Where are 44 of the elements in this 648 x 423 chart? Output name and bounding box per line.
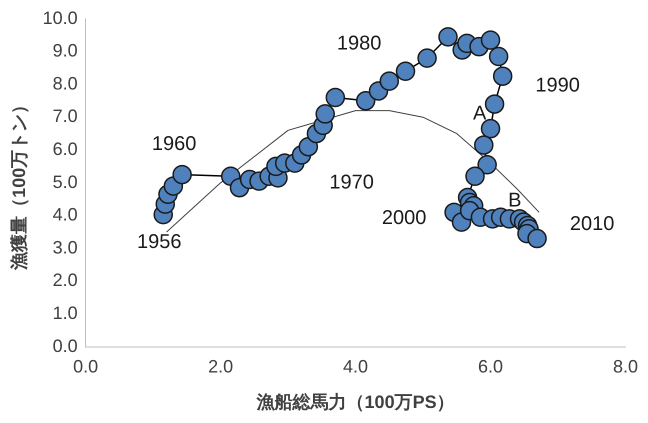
y-tick-label: 1.0 bbox=[52, 302, 78, 323]
point bbox=[484, 94, 504, 114]
annotation: 1980 bbox=[336, 32, 382, 55]
point bbox=[417, 48, 437, 68]
point bbox=[527, 228, 547, 248]
x-tick-label: 6.0 bbox=[478, 356, 504, 377]
point bbox=[480, 118, 500, 138]
point bbox=[465, 166, 485, 186]
point bbox=[474, 135, 494, 155]
point bbox=[172, 164, 192, 184]
point bbox=[326, 88, 346, 108]
x-tick-label: 0.0 bbox=[73, 356, 98, 377]
y-tick-label: 9.0 bbox=[52, 40, 78, 61]
annotation: 1990 bbox=[535, 74, 580, 97]
x-axis-title: 漁船総馬力（100万PS） bbox=[256, 392, 455, 412]
y-tick-label: 8.0 bbox=[52, 73, 78, 94]
y-axis-title: 漁獲量（100万トン） bbox=[8, 96, 29, 271]
annotation: 1960 bbox=[152, 133, 196, 156]
x-tick-label: 4.0 bbox=[343, 356, 368, 377]
annotation: 2010 bbox=[570, 213, 614, 236]
point bbox=[380, 71, 400, 91]
annotation: 2000 bbox=[382, 206, 426, 229]
y-tick-label: 5.0 bbox=[52, 172, 78, 192]
point bbox=[396, 62, 416, 82]
x-tick-label: 8.0 bbox=[612, 356, 638, 377]
point bbox=[480, 30, 500, 50]
point bbox=[488, 46, 508, 66]
y-tick-label: 4.0 bbox=[52, 204, 78, 225]
point bbox=[315, 104, 335, 124]
y-tick-label: 6.0 bbox=[52, 138, 78, 159]
annotation: 1956 bbox=[136, 231, 182, 254]
y-tick-label: 3.0 bbox=[52, 237, 78, 258]
y-tick-label: 2.0 bbox=[52, 270, 78, 290]
annotation: 1970 bbox=[329, 171, 374, 194]
annotation: B bbox=[508, 189, 522, 212]
y-tick-label: 0.0 bbox=[52, 336, 78, 356]
annotation: A bbox=[473, 102, 488, 124]
point bbox=[438, 27, 458, 47]
x-tick-label: 2.0 bbox=[208, 356, 234, 377]
y-tick-label: 7.0 bbox=[52, 106, 78, 126]
point bbox=[356, 91, 376, 111]
y-tick-label: 10.0 bbox=[42, 8, 78, 28]
point bbox=[492, 66, 512, 86]
point bbox=[477, 155, 497, 175]
